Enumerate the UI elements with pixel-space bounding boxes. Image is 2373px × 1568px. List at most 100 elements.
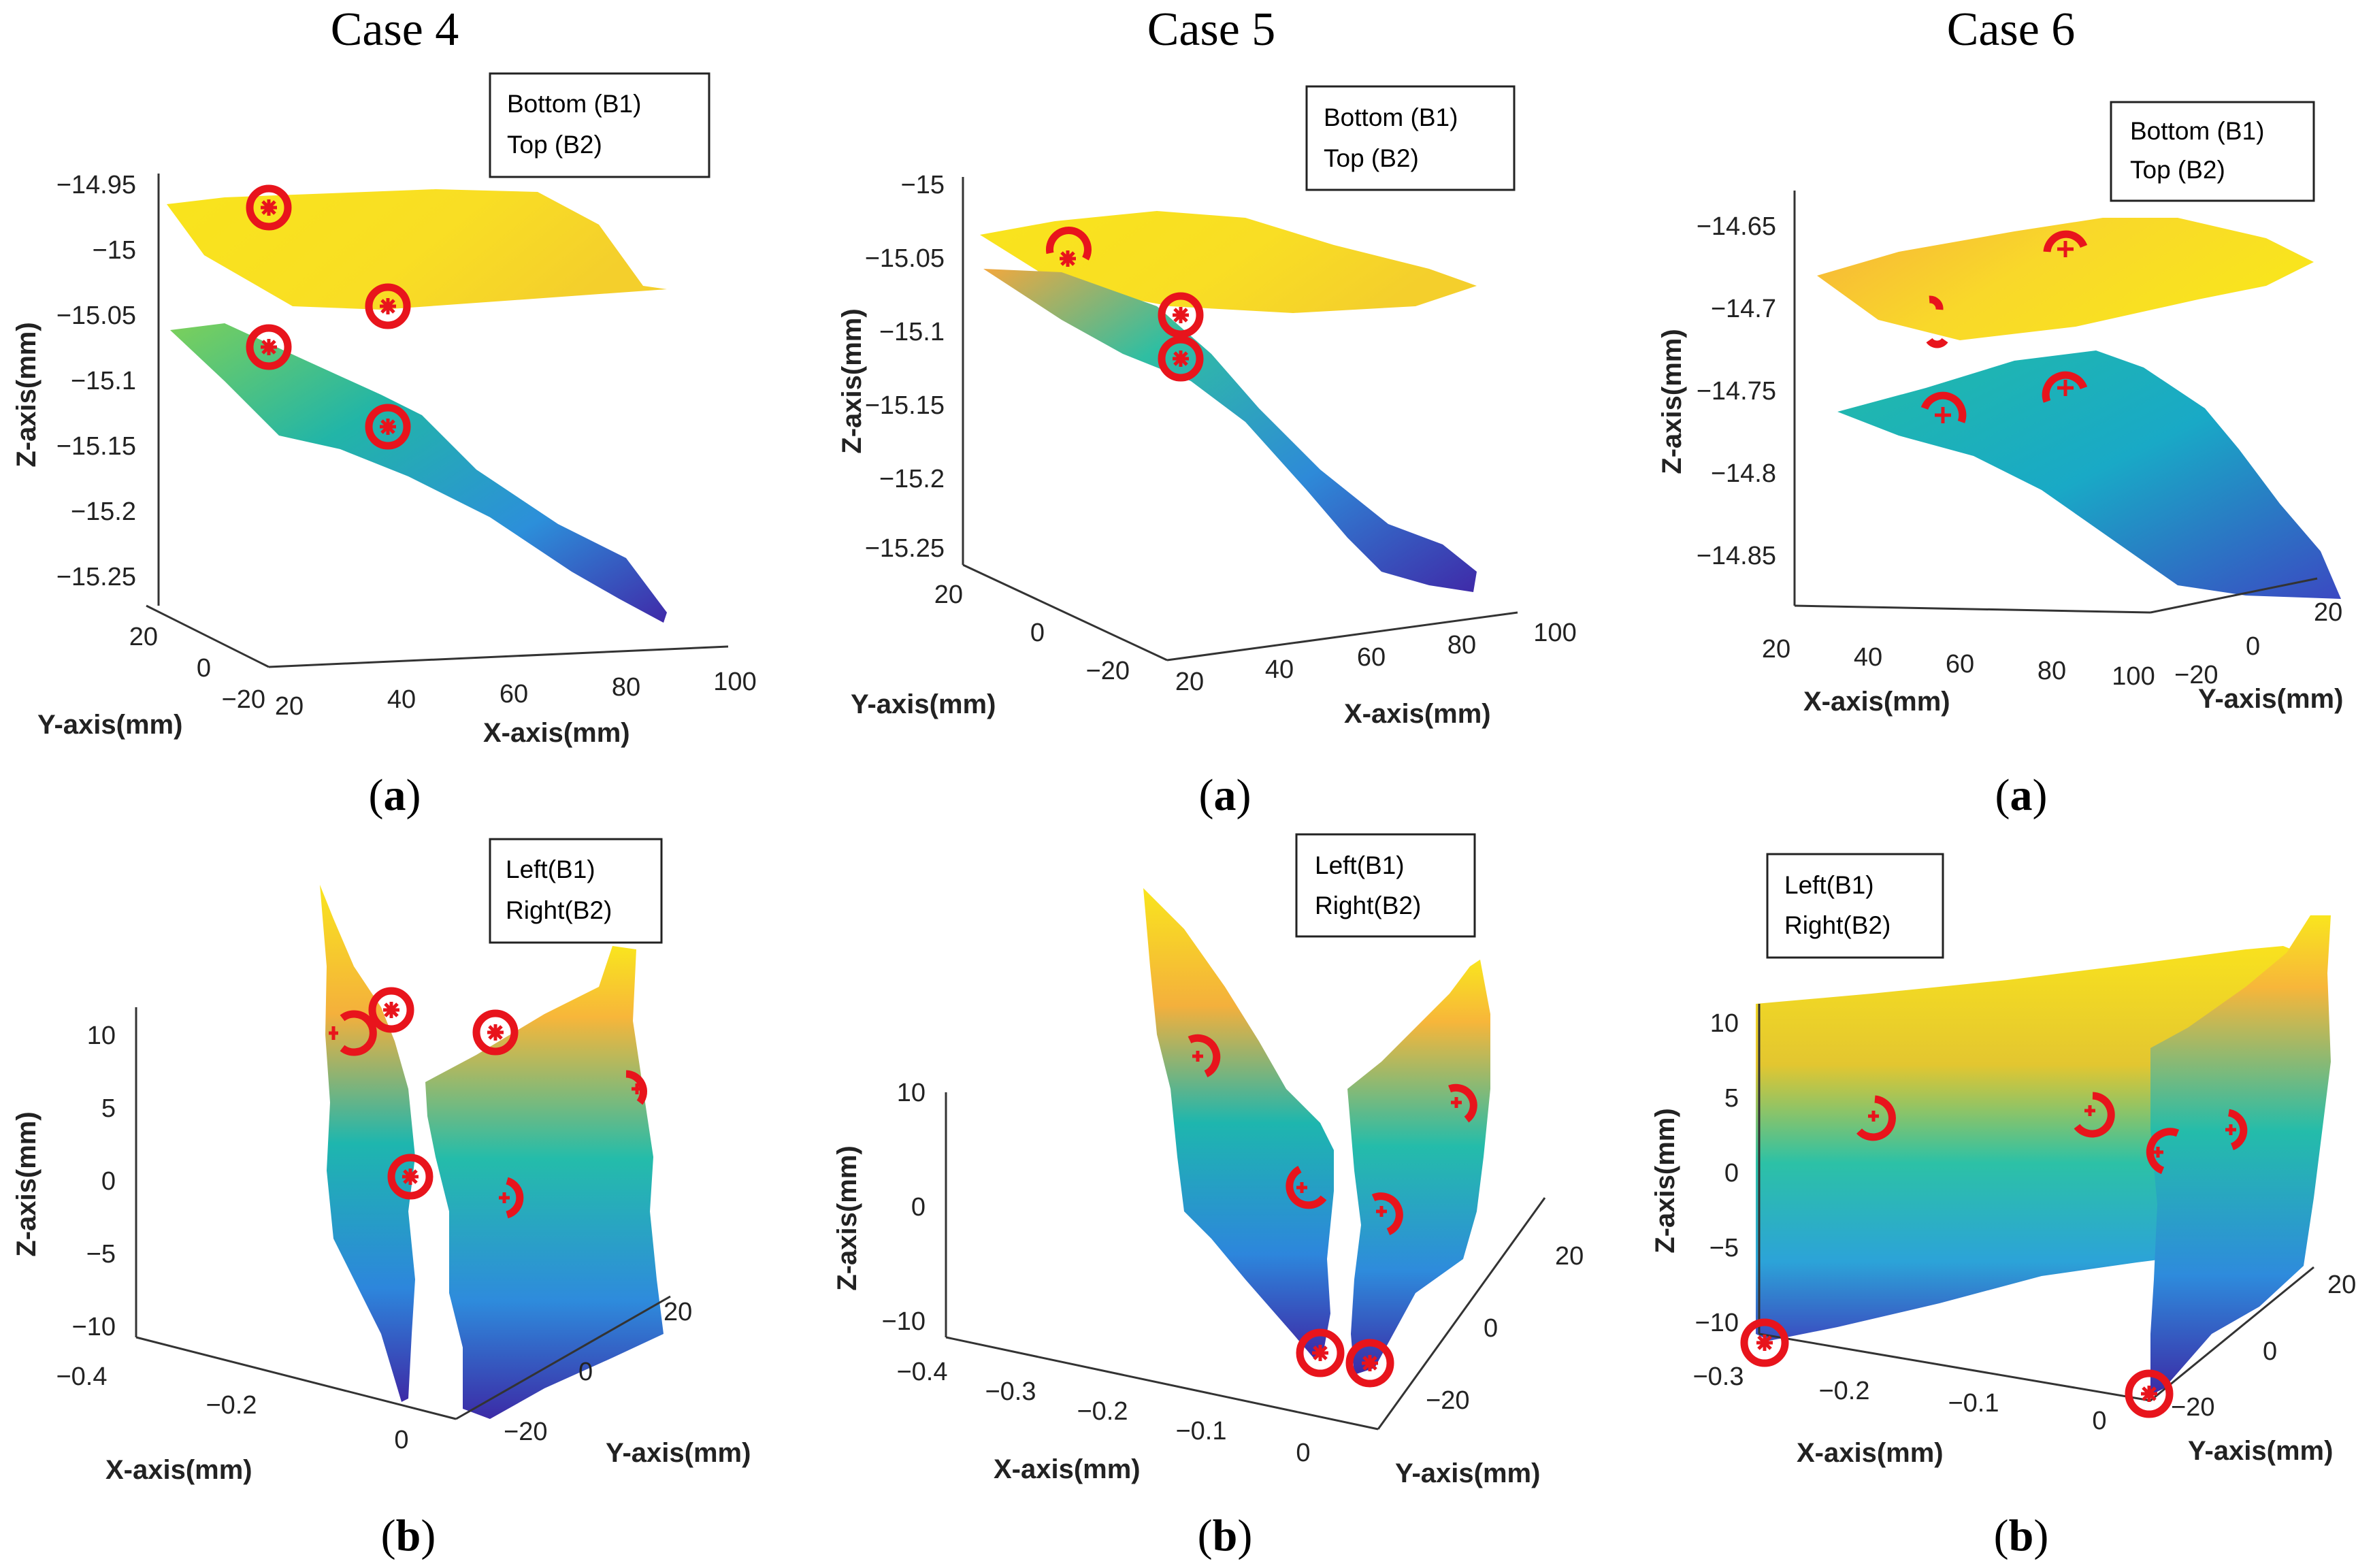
- y-tick: 0: [2263, 1337, 2277, 1366]
- x-tick-labels: 20 40 60 80 100: [1762, 635, 2155, 691]
- z-axis-label: Z-axis(mm): [1657, 329, 1687, 474]
- y-tick: −20: [1086, 657, 1130, 685]
- y-axis-line: [455, 1295, 671, 1420]
- z-tick: 10: [87, 1022, 116, 1050]
- surface-left-b1: [320, 885, 415, 1402]
- panel-case6-b: 10 5 0 −5 −10 −0.3 −0.2 −0.1 0 −20 0 20 …: [1650, 853, 2356, 1468]
- legend-entry: Right(B2): [1784, 911, 1891, 939]
- legend-box: [489, 838, 663, 944]
- y-tick-labels: −20 0 20: [2171, 1271, 2356, 1422]
- legend-entry: Left(B1): [1315, 851, 1405, 879]
- panel-label-b: (b): [1198, 1511, 1253, 1561]
- point-marker: [1856, 1095, 1896, 1141]
- x-tick-labels: −0.4 −0.3 −0.2 −0.1 0: [896, 1358, 1310, 1467]
- point-marker: [499, 1177, 524, 1219]
- y-tick: 0: [2246, 632, 2260, 661]
- z-tick: −10: [72, 1313, 116, 1341]
- z-axis-label: Z-axis(mm): [12, 1111, 42, 1256]
- z-tick: −15: [93, 236, 136, 265]
- y-tick: −20: [2171, 1393, 2214, 1422]
- x-tick: 60: [1357, 643, 1386, 672]
- x-tick: 20: [275, 692, 304, 721]
- x-tick: 20: [1762, 635, 1790, 664]
- x-tick-labels: −0.3 −0.2 −0.1 0: [1692, 1362, 2106, 1435]
- y-axis-line: [146, 604, 269, 668]
- z-tick: −14.95: [56, 171, 136, 199]
- panel-label-a: (a): [1199, 770, 1251, 820]
- point-marker: [2225, 1109, 2248, 1151]
- y-tick: 0: [197, 654, 211, 683]
- point-marker: [2146, 1128, 2180, 1175]
- z-tick-labels: −14.65 −14.7 −14.75 −14.8 −14.85: [1697, 212, 1776, 570]
- x-tick: −0.2: [206, 1391, 257, 1420]
- x-axis-line: [135, 1336, 457, 1420]
- z-tick: 5: [1724, 1084, 1739, 1113]
- x-axis-label: X-axis(mm): [483, 718, 630, 748]
- x-tick: −0.4: [896, 1358, 947, 1386]
- point-marker: [472, 1009, 519, 1056]
- surface-right-b2: [1347, 960, 1490, 1375]
- z-tick: 10: [897, 1079, 926, 1107]
- y-axis-label: Y-axis(mm): [606, 1438, 751, 1468]
- y-tick: −20: [504, 1418, 547, 1446]
- z-tick-labels: 10 5 0 −5 −10: [1695, 1009, 1739, 1337]
- x-axis-line: [1794, 604, 2151, 614]
- y-tick: 20: [1555, 1242, 1584, 1271]
- z-axis-label: Z-axis(mm): [1650, 1108, 1680, 1253]
- y-tick: 20: [129, 623, 158, 651]
- z-tick: −15.1: [879, 318, 945, 346]
- y-tick: 0: [1030, 619, 1045, 647]
- surface-right-b2: [425, 946, 664, 1419]
- x-tick: 80: [612, 673, 640, 702]
- z-tick: 0: [911, 1193, 926, 1222]
- legend-box: [2110, 101, 2315, 202]
- point-marker: [1345, 1339, 1394, 1388]
- y-axis-line: [2150, 1266, 2314, 1402]
- point-marker: [1045, 227, 1092, 267]
- x-tick: 100: [2112, 662, 2155, 691]
- z-tick-labels: 10 5 0 −5 −10: [72, 1022, 116, 1341]
- case-title-6: Case 6: [1947, 3, 2076, 56]
- x-tick: 40: [1265, 655, 1294, 684]
- z-tick: −14.85: [1697, 542, 1776, 570]
- x-tick: 60: [500, 680, 528, 708]
- x-tick: −0.3: [985, 1377, 1036, 1406]
- point-marker: [1371, 1192, 1403, 1236]
- legend-box: [1295, 833, 1476, 938]
- y-tick: −20: [1426, 1386, 1469, 1415]
- x-tick: −0.4: [56, 1362, 107, 1391]
- point-marker: [1920, 391, 1967, 423]
- panel-label-b: (b): [1994, 1511, 2049, 1561]
- legend-box: [1766, 853, 1944, 959]
- point-marker: [1448, 1083, 1477, 1123]
- z-tick: −15.05: [56, 301, 136, 330]
- x-axis-line: [1166, 611, 1518, 662]
- y-tick: 0: [1484, 1314, 1498, 1343]
- z-axis-label: Z-axis(mm): [12, 322, 42, 467]
- y-axis-label: Y-axis(mm): [2198, 684, 2343, 714]
- y-tick-labels: 20 0 −20: [1426, 1242, 1584, 1415]
- y-axis-line: [962, 564, 1168, 662]
- y-tick: 20: [664, 1298, 692, 1326]
- legend-box: [1305, 85, 1516, 191]
- z-tick: −14.8: [1711, 459, 1776, 488]
- y-axis-label: Y-axis(mm): [2188, 1436, 2333, 1466]
- y-tick: 20: [2327, 1271, 2356, 1299]
- z-axis-label: Z-axis(mm): [832, 1145, 862, 1290]
- y-tick: 20: [934, 581, 963, 609]
- y-tick: 20: [2314, 598, 2342, 627]
- y-axis-label: Y-axis(mm): [1395, 1458, 1540, 1488]
- legend-entry: Right(B2): [506, 896, 612, 924]
- z-tick: −5: [1709, 1234, 1739, 1262]
- z-tick-labels: 10 0 −10: [882, 1079, 926, 1336]
- z-tick: −15.25: [56, 563, 136, 591]
- point-marker: [2125, 1369, 2174, 1418]
- x-tick-labels: 20 40 60 80 100: [275, 668, 757, 721]
- x-tick: 40: [387, 685, 416, 714]
- point-marker: [1188, 1034, 1221, 1077]
- panel-case4-b: 10 5 0 −5 −10 −0.4 −0.2 0 20 0 −20 Z-axi…: [12, 838, 751, 1485]
- x-axis-label: X-axis(mm): [1797, 1438, 1944, 1468]
- z-tick: 0: [1724, 1159, 1739, 1188]
- panel-case4-a: −14.95 −15 −15.05 −15.1 −15.15 −15.2 −15…: [12, 72, 757, 748]
- x-axis-label: X-axis(mm): [1803, 687, 1950, 717]
